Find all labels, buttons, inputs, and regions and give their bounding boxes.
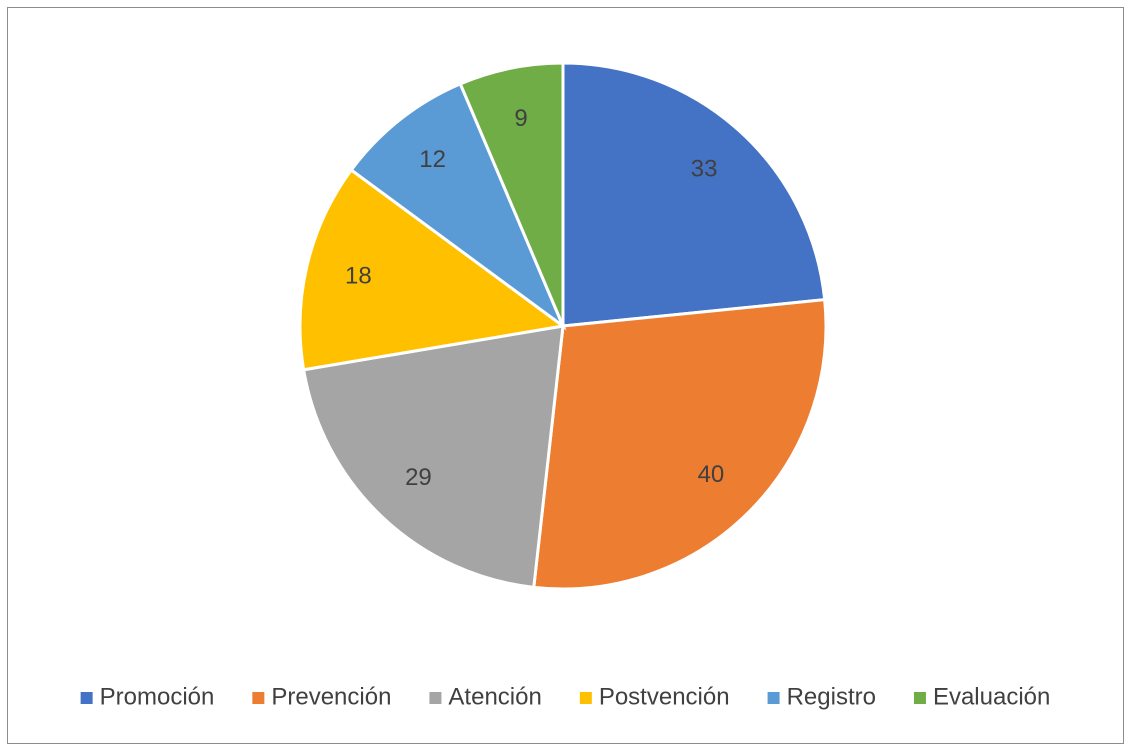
data-labels: 33 40 29 18 12 9: [345, 105, 724, 491]
pie-slice: [298, 167, 567, 372]
data-label: 40: [698, 461, 725, 488]
legend-swatch: [579, 692, 592, 704]
legend-label: Registro: [787, 683, 876, 710]
pie: [298, 61, 828, 591]
pie-slice: [349, 81, 567, 331]
legend-swatch: [913, 692, 926, 704]
pie-slice: [561, 61, 827, 328]
legend-label: Promoción: [100, 683, 215, 710]
legend-label: Evaluación: [933, 683, 1050, 710]
legend-swatch: [80, 692, 93, 704]
legend-swatch: [767, 692, 780, 704]
pie-slice: [458, 61, 565, 327]
legend-label: Prevención: [271, 683, 391, 710]
data-label: 29: [405, 464, 432, 491]
legend-label: Postvención: [599, 683, 730, 710]
pie-slice: [301, 324, 565, 590]
data-label: 33: [691, 155, 718, 182]
legend: Promoción Prevención Atención Postvención Re…: [80, 683, 1050, 710]
data-label: 18: [345, 263, 372, 290]
legend-label: Atención: [448, 683, 541, 710]
legend-swatch: [429, 692, 442, 704]
data-label: 9: [514, 105, 527, 132]
legend-swatch: [252, 692, 265, 704]
data-label: 12: [419, 146, 446, 173]
pie-slice: [532, 298, 828, 591]
